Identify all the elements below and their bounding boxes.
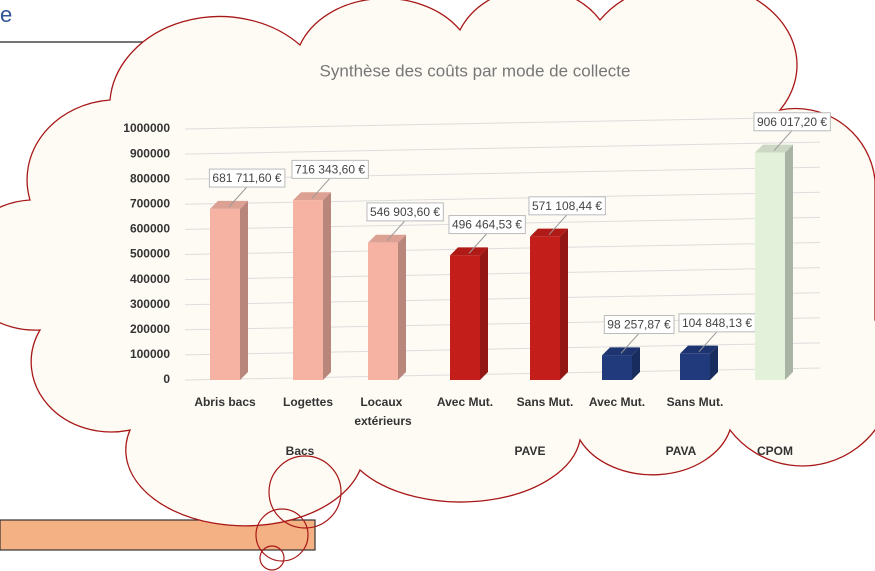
bar — [680, 353, 710, 380]
value-label-box — [208, 168, 286, 188]
bar — [755, 152, 785, 380]
grid-line — [184, 166, 821, 180]
bar — [602, 355, 632, 380]
value-label-box — [366, 202, 444, 222]
cloud — [0, 0, 875, 527]
value-label-box — [291, 159, 369, 179]
grid-line — [184, 191, 821, 205]
bar-top — [293, 192, 331, 201]
y-tick-label: 400000 — [130, 272, 170, 286]
y-tick-label: 200000 — [130, 322, 170, 336]
bar-top — [530, 228, 568, 237]
bar-top — [450, 247, 488, 256]
bar-top — [755, 144, 793, 153]
value-label: 716 343,60 € — [295, 162, 365, 176]
group-label: Bacs — [286, 444, 315, 458]
value-label: 98 257,87 € — [607, 318, 671, 332]
y-tick-label: 1000000 — [123, 121, 170, 135]
group-label: PAVA — [666, 444, 697, 458]
bar — [293, 200, 323, 380]
leader-line — [386, 220, 406, 242]
value-label-box — [753, 112, 831, 132]
grid-line — [184, 116, 821, 130]
value-label: 571 108,44 € — [532, 199, 602, 213]
x-tick-label: Sans Mut. — [517, 395, 574, 409]
value-label-box — [448, 215, 526, 235]
bar-side — [632, 347, 640, 380]
x-tick-label: Avec Mut. — [589, 395, 645, 409]
bar-side — [480, 247, 488, 380]
leader-line — [468, 233, 488, 254]
grid-line — [184, 292, 821, 306]
value-label: 546 903,60 € — [370, 205, 440, 219]
bubble — [268, 455, 342, 529]
group-label: CPOM — [757, 444, 793, 458]
bar — [450, 255, 480, 380]
leader-line — [773, 130, 793, 151]
bar-side — [710, 345, 718, 380]
value-label: 496 464,53 € — [452, 218, 522, 232]
bar-side — [560, 228, 568, 380]
value-label: 104 848,13 € — [682, 316, 752, 330]
grid-line — [184, 342, 821, 356]
y-tick-label: 100000 — [130, 347, 170, 361]
x-tick-label: Locaux extérieurs — [354, 395, 412, 428]
y-tick-label: 800000 — [130, 171, 170, 185]
y-tick-label: 300000 — [130, 297, 170, 311]
heading: e — [0, 2, 12, 27]
leader-line — [311, 177, 331, 199]
y-tick-label: 700000 — [130, 196, 170, 210]
y-tick-label: 600000 — [130, 222, 170, 236]
y-tick-label: 500000 — [130, 247, 170, 261]
value-label-box — [603, 315, 675, 335]
leader-line — [620, 333, 640, 354]
y-tick-label: 0 — [163, 372, 170, 386]
x-tick-label: Abris bacs — [194, 395, 256, 409]
y-tick-label: 900000 — [130, 146, 170, 160]
leader-line — [228, 186, 248, 208]
value-label: 681 711,60 € — [212, 171, 282, 185]
grid-line — [184, 267, 821, 281]
bubble — [259, 545, 285, 571]
grid-line — [184, 242, 821, 255]
leader-line — [698, 331, 718, 353]
bar-top — [680, 345, 718, 354]
bar-top — [368, 234, 406, 243]
x-tick-label: Logettes — [283, 395, 333, 409]
group-label: PAVE — [515, 444, 546, 458]
grid-line — [184, 141, 821, 155]
x-tick-label: Avec Mut. — [437, 395, 493, 409]
chart-title: Synthèse des coûts par mode de collecte — [320, 61, 631, 80]
bar-top — [602, 347, 640, 356]
bubble — [255, 508, 309, 562]
bar — [210, 208, 240, 380]
x-tick-label: Sans Mut. — [667, 395, 724, 409]
bar — [530, 236, 560, 380]
leader-line — [548, 214, 568, 235]
bar — [368, 242, 398, 380]
bar-side — [398, 234, 406, 380]
bar-side — [785, 144, 793, 380]
value-label: 906 017,20 € — [757, 115, 827, 129]
value-label-box — [528, 196, 606, 216]
bar-side — [240, 200, 248, 380]
bar-top — [210, 200, 248, 209]
bar-side — [323, 192, 331, 380]
